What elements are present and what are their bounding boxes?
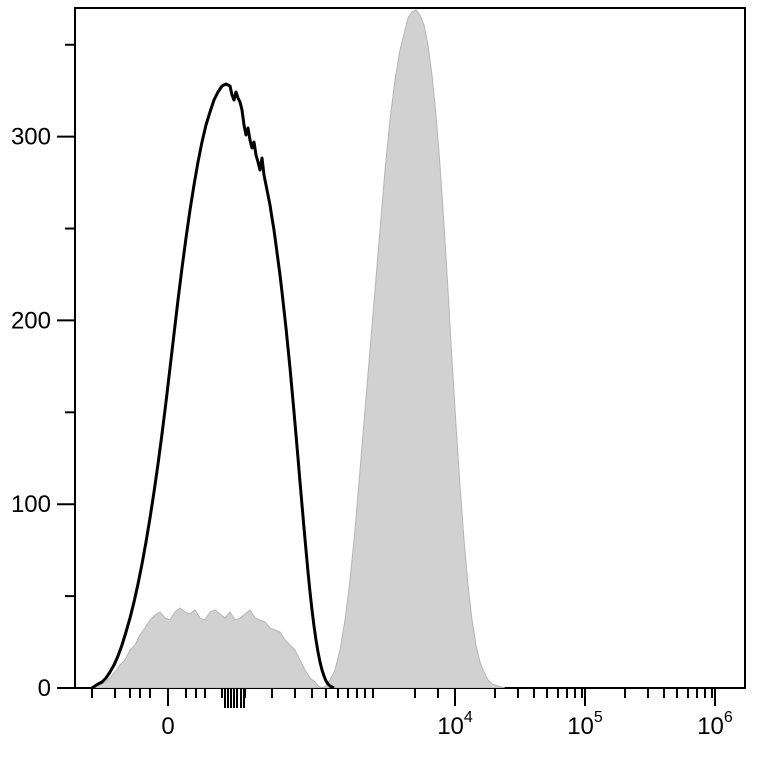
y-tick-label: 200 — [11, 307, 51, 334]
y-tick-label: 300 — [11, 124, 51, 151]
flow-cytometry-chart: 01002003000104105106 — [0, 0, 764, 773]
y-tick-label: 0 — [38, 675, 51, 702]
y-tick-label: 100 — [11, 491, 51, 518]
x-tick-label: 0 — [161, 713, 174, 740]
chart-svg: 01002003000104105106 — [0, 0, 764, 773]
